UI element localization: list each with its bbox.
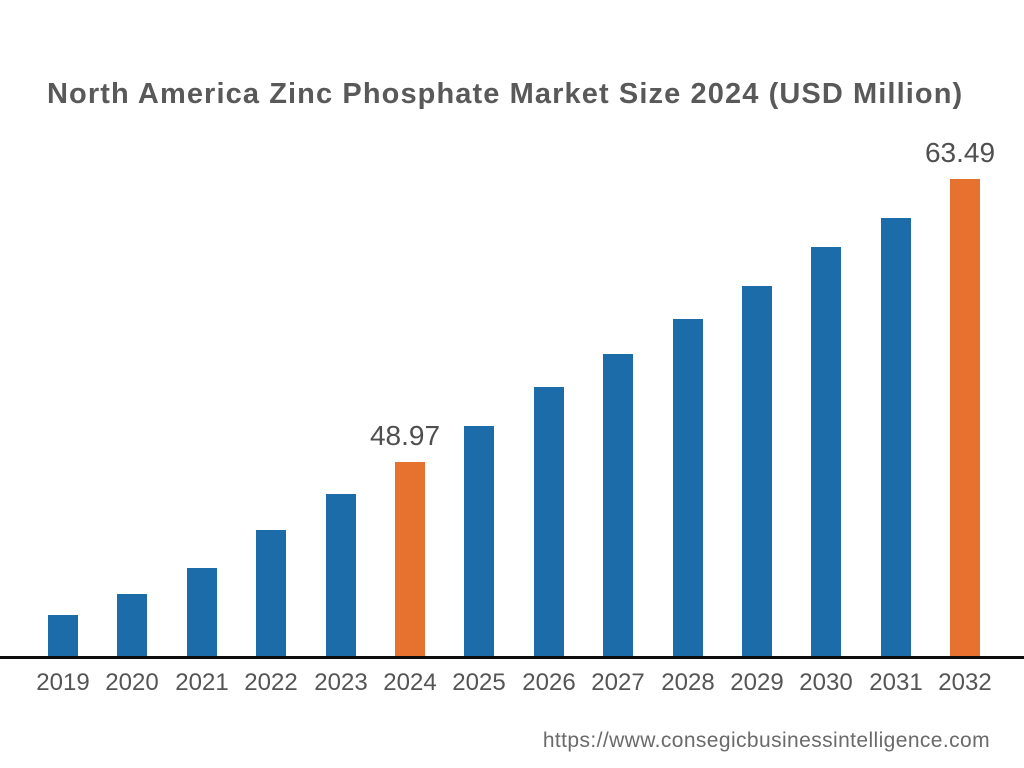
- x-tick-label-2019: 2019: [36, 669, 90, 696]
- bar-2032: [950, 179, 980, 656]
- x-tick-label-2021: 2021: [175, 669, 229, 696]
- x-tick-label-2020: 2020: [105, 669, 159, 696]
- x-tick-label-2029: 2029: [730, 669, 784, 696]
- value-label-2024: 48.97: [369, 420, 441, 451]
- chart-title: North America Zinc Phosphate Market Size…: [47, 78, 964, 110]
- bar-2019: [48, 615, 78, 656]
- x-tick-label-2022: 2022: [244, 669, 298, 696]
- bar-2028: [673, 319, 703, 656]
- bar-2020: [117, 594, 147, 656]
- x-tick-label-2024: 2024: [383, 669, 437, 696]
- x-tick-label-2025: 2025: [452, 669, 506, 696]
- bar-2023: [326, 494, 356, 656]
- x-tick-label-2030: 2030: [799, 669, 853, 696]
- bar-2029: [742, 286, 772, 656]
- bar-2022: [256, 530, 286, 656]
- x-tick-label-2031: 2031: [869, 669, 923, 696]
- x-tick-label-2032: 2032: [938, 669, 992, 696]
- value-label-2032: 63.49: [924, 137, 996, 168]
- bar-2026: [534, 387, 564, 656]
- source-url: https://www.consegicbusinessintelligence…: [542, 729, 990, 752]
- bar-2031: [881, 218, 911, 656]
- x-tick-label-2028: 2028: [661, 669, 715, 696]
- bar-2025: [464, 426, 494, 656]
- x-axis-line: [0, 656, 1024, 659]
- bar-2024: [395, 462, 425, 656]
- x-tick-label-2023: 2023: [314, 669, 368, 696]
- bar-2030: [811, 247, 841, 656]
- bar-2021: [187, 568, 217, 656]
- x-tick-label-2027: 2027: [591, 669, 645, 696]
- bar-2027: [603, 354, 633, 656]
- x-tick-label-2026: 2026: [522, 669, 576, 696]
